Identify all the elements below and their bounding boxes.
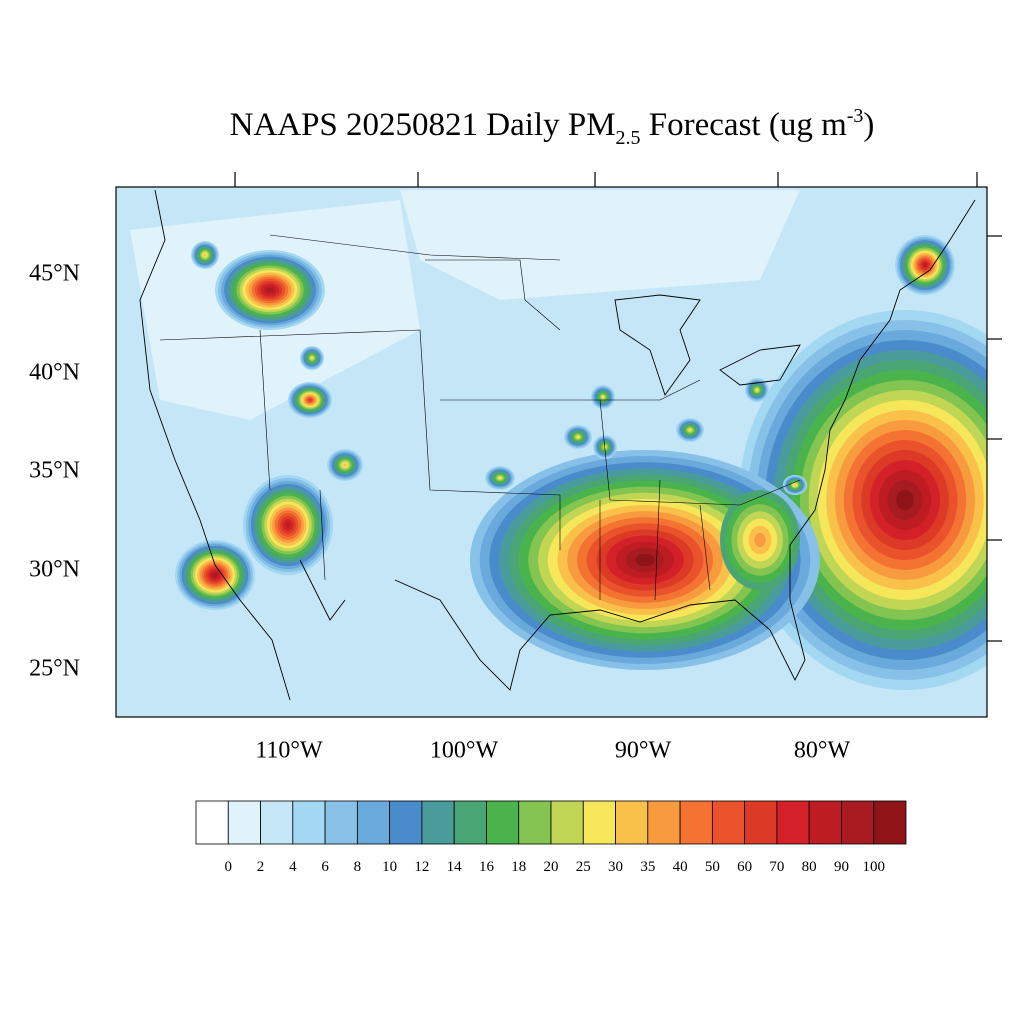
colorbar-box (777, 801, 809, 844)
colorbar-box (390, 801, 422, 844)
lon-label: 90°W (615, 738, 672, 764)
pm-contour (689, 429, 692, 431)
lon-label: 100°W (430, 738, 499, 764)
lon-label: 80°W (794, 738, 851, 764)
pm-contour (794, 484, 796, 486)
colorbar-label: 50 (705, 859, 720, 875)
colorbar-label: 40 (673, 859, 688, 875)
pm-contour (923, 263, 927, 267)
colorbar-box (486, 801, 518, 844)
map-field (116, 187, 1024, 717)
title-superscript: -3 (847, 105, 864, 127)
pm-contour (309, 399, 312, 401)
colorbar-label: 25 (576, 859, 591, 875)
colorbar-label: 100 (862, 859, 885, 875)
colorbar-box (325, 801, 357, 844)
colorbar-label: 35 (640, 859, 655, 875)
colorbar-box (874, 801, 906, 844)
colorbar-box (745, 801, 777, 844)
colorbar-box (648, 801, 680, 844)
pm-contour (754, 533, 765, 547)
colorbar-box (712, 801, 744, 844)
colorbar-label: 8 (354, 859, 362, 875)
title-subscript: 2.5 (616, 127, 641, 149)
colorbar-box (551, 801, 583, 844)
pm-contour (213, 573, 217, 577)
lat-label: 40°N (29, 360, 80, 386)
pm-contour (343, 464, 346, 467)
pm-contour (204, 254, 207, 257)
colorbar-box (616, 801, 648, 844)
colorbar-label: 18 (511, 859, 526, 875)
pm-contour (267, 288, 273, 292)
pm-contour (311, 357, 313, 359)
colorbar-label: 0 (225, 859, 233, 875)
colorbar-box (357, 801, 389, 844)
pm-contour (499, 477, 502, 479)
colorbar-box (422, 801, 454, 844)
colorbar-label: 80 (802, 859, 817, 875)
colorbar-box (809, 801, 841, 844)
colorbar-box (293, 801, 325, 844)
lat-label: 30°N (29, 557, 80, 583)
colorbar-label: 4 (289, 859, 297, 875)
colorbar-label: 14 (447, 859, 463, 875)
colorbar-label: 70 (769, 859, 784, 875)
colorbar-box (454, 801, 486, 844)
colorbar-label: 6 (321, 859, 329, 875)
colorbar-label: 16 (479, 859, 495, 875)
pm-contour (896, 490, 914, 510)
colorbar-label: 10 (382, 859, 397, 875)
colorbar-label: 2 (257, 859, 265, 875)
pm-contour (285, 522, 290, 528)
colorbar-box (680, 801, 712, 844)
colorbar-box (841, 801, 873, 844)
pm-contour (756, 389, 758, 391)
pm-contour (577, 436, 580, 438)
lat-label: 35°N (29, 458, 80, 484)
colorbar: 0 2 4 6 8 10 12 14 16 18 20 25 30 35 40 50 60 70 80 90 100 (196, 801, 906, 875)
colorbar-box (583, 801, 615, 844)
colorbar-box (261, 801, 293, 844)
colorbar-box (228, 801, 260, 844)
colorbar-box (519, 801, 551, 844)
lon-label: 110°W (255, 738, 323, 764)
pm-contour (635, 554, 654, 566)
title-end: ) (863, 107, 874, 143)
title-middle: Forecast (ug m (641, 107, 848, 143)
lat-label: 45°N (29, 261, 80, 287)
title: NAAPS 20250821 Daily PM2.5 Forecast (ug … (230, 105, 875, 149)
colorbar-box (196, 801, 228, 844)
lat-label: 25°N (29, 656, 80, 682)
pm-contour (602, 396, 604, 398)
colorbar-label: 20 (544, 859, 559, 875)
title-main: NAAPS 20250821 Daily PM (230, 107, 616, 143)
colorbar-label: 60 (737, 859, 752, 875)
colorbar-label: 90 (834, 859, 849, 875)
colorbar-label: 12 (414, 859, 429, 875)
colorbar-label: 30 (608, 859, 623, 875)
